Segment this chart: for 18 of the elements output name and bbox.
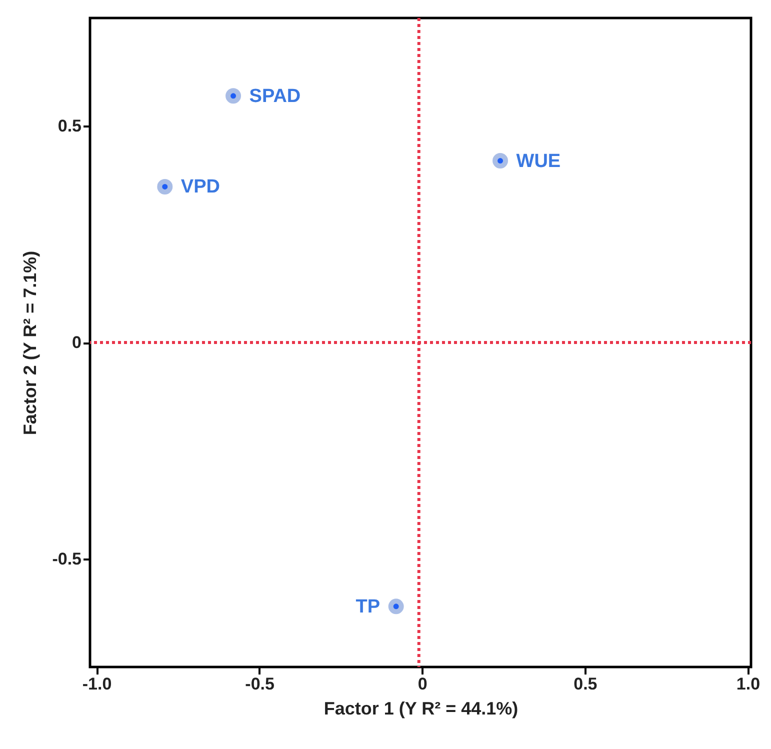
- annotation: VPD: [180, 176, 220, 198]
- annotation: WUE: [516, 150, 561, 172]
- y-tick-label: 0.5: [58, 116, 82, 136]
- x-axis-title: Factor 1 (Y R² = 44.1%): [324, 698, 518, 718]
- point: [226, 88, 242, 104]
- x-tick-label: -0.5: [245, 674, 274, 694]
- x-tick-label: 1.0: [736, 674, 760, 694]
- x-tick-label: 0: [418, 674, 428, 694]
- point: [157, 179, 173, 194]
- y-tick-label: -0.5: [52, 549, 82, 568]
- y-tick-label: 0: [72, 333, 82, 352]
- y-axis-title: Factor 2 (Y R² = 7.1%): [20, 250, 40, 436]
- point: [388, 598, 404, 614]
- annotation: TP: [356, 596, 380, 618]
- x-tick-label: -1.0: [82, 674, 112, 694]
- point: [492, 153, 508, 169]
- annotation: SPAD: [249, 86, 301, 107]
- x-tick-label: 0.5: [574, 674, 598, 694]
